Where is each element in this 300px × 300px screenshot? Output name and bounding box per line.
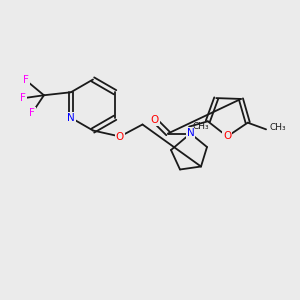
Text: CH₃: CH₃	[269, 123, 286, 132]
Text: O: O	[223, 131, 231, 142]
Text: F: F	[23, 75, 29, 85]
Text: CH₃: CH₃	[192, 122, 209, 131]
Text: O: O	[150, 115, 159, 125]
Text: O: O	[116, 131, 124, 142]
Text: N: N	[67, 113, 75, 123]
Text: N: N	[187, 128, 194, 139]
Text: F: F	[29, 108, 35, 118]
Text: F: F	[20, 93, 26, 103]
